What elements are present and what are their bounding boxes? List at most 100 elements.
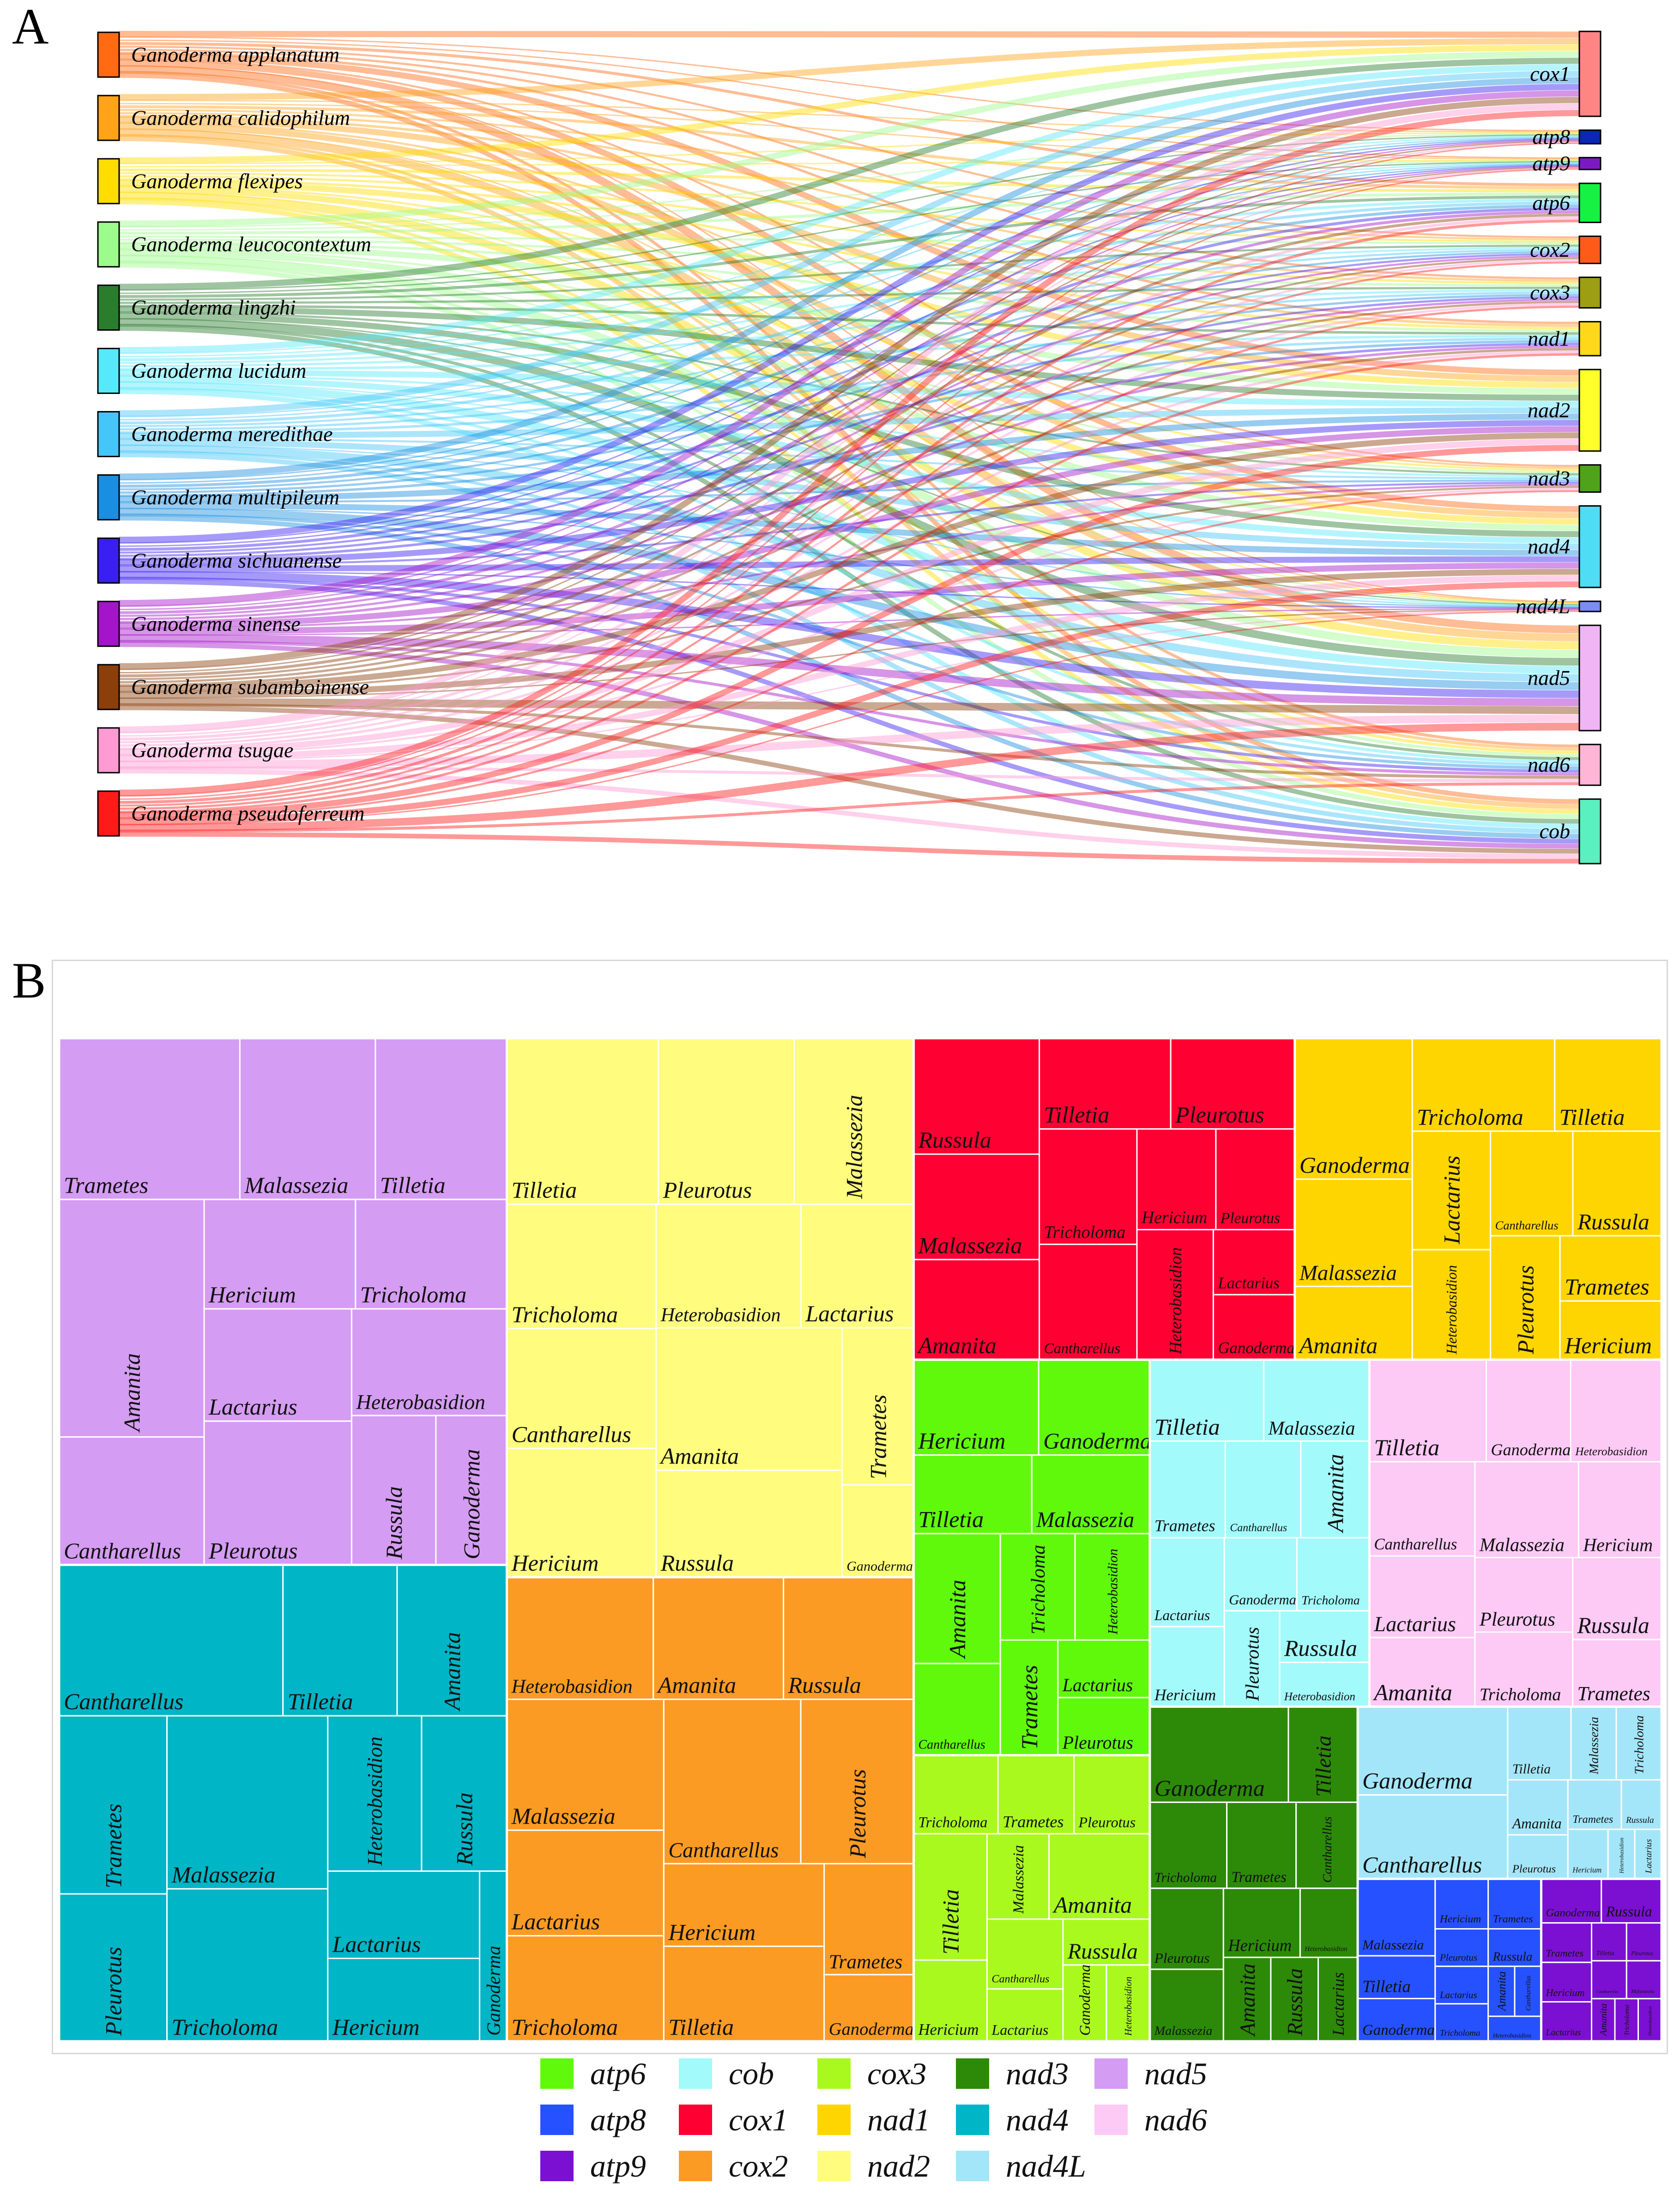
treemap-cell-label: Cantharellus: [1044, 1340, 1120, 1356]
sankey-link: [119, 255, 1580, 658]
treemap-cell: [913, 1754, 999, 1835]
treemap-cell: [663, 1863, 825, 1947]
sankey-link: [119, 166, 1580, 674]
sankey-link: [119, 254, 1580, 605]
sankey-link: [119, 57, 1580, 290]
sankey-link: [119, 112, 1580, 282]
sankey-link: [119, 243, 1580, 395]
sankey-link: [119, 438, 1580, 755]
sankey-link: [119, 375, 1580, 544]
treemap-cell-label: Malassezia: [1010, 1845, 1027, 1914]
treemap-cell: [203, 1308, 352, 1422]
treemap-cell: [1287, 1706, 1359, 1803]
sankey-link: [119, 486, 1580, 693]
sankey-link: [119, 71, 1580, 748]
sankey-link: [119, 71, 1580, 417]
treemap-cell-label: Lactarius: [805, 1301, 894, 1326]
treemap-cell-label: Cantharellus: [1230, 1522, 1287, 1534]
sankey-link: [119, 185, 1580, 472]
treemap-cell-label: Lactarius: [1644, 1839, 1654, 1874]
sankey-link: [119, 110, 1580, 796]
sankey-link: [119, 579, 1580, 844]
treemap-cell: [506, 1829, 665, 1936]
sankey-link: [119, 294, 1580, 494]
legend-label: cox3: [867, 2056, 927, 2091]
species-node: [97, 411, 120, 457]
treemap-cell: [913, 1833, 988, 1961]
sankey-link: [119, 133, 1580, 228]
treemap-cell: [841, 1327, 914, 1486]
treemap-cell: [506, 1576, 654, 1700]
legend-swatch: [956, 2105, 989, 2135]
sankey-link: [119, 244, 1580, 301]
treemap-cell: [1223, 1537, 1298, 1612]
treemap-cell-label: Hericium: [668, 1919, 755, 1945]
sankey-link: [119, 141, 1580, 734]
sankey-link: [119, 235, 1580, 245]
sankey-link: [119, 304, 1580, 335]
treemap-cell-label: Russula: [452, 1792, 477, 1866]
sankey-link: [119, 257, 1580, 680]
treemap-cell-label: Russula: [1577, 1209, 1650, 1234]
sankey-link: [119, 164, 1580, 547]
sankey-link: [119, 452, 1580, 834]
sankey-link: [119, 345, 1580, 624]
species-node: [97, 600, 120, 647]
treemap-cell-label: Tilletia: [1559, 1104, 1625, 1130]
treemap-cell-label: Amanita: [917, 1332, 996, 1358]
gene-node: [1578, 321, 1601, 357]
gene-label: atp9: [1532, 151, 1570, 175]
treemap-cell-label: Heterobasidion: [1648, 2006, 1653, 2036]
gene-label: cox2: [1530, 238, 1570, 261]
sankey-link: [119, 481, 1580, 567]
sankey-link: [119, 167, 1580, 737]
treemap-cell-label: Malassezia: [1268, 1418, 1355, 1440]
treemap-cell-label: Trametes: [1572, 1814, 1613, 1826]
legend-label: nad6: [1144, 2102, 1207, 2137]
gene-label: nad6: [1528, 753, 1570, 776]
treemap-cell: [1270, 1956, 1319, 2042]
sankey-link: [119, 134, 1580, 291]
treemap-cell-label: Hericium: [1141, 1208, 1207, 1228]
treemap-cell-label: Cantharellus: [64, 1688, 183, 1714]
sankey-link: [119, 508, 1580, 608]
treemap-cell: [1223, 1610, 1281, 1707]
treemap-cell-label: Cantharellus: [1320, 1816, 1334, 1883]
treemap-cell: [355, 1198, 508, 1310]
sankey-link: [119, 353, 1580, 813]
treemap-cell-label: Tricholoma: [360, 1282, 467, 1307]
treemap-cell: [1434, 2003, 1489, 2042]
sankey-link: [119, 247, 1580, 364]
treemap-cell-label: Pleurotus: [100, 1947, 126, 2036]
species-node: [97, 284, 120, 331]
treemap-cell-label: Pleurotus: [1078, 1814, 1136, 1831]
treemap-cell: [1222, 1887, 1301, 1958]
sankey-link: [119, 51, 1580, 227]
sankey-link: [119, 77, 1580, 480]
sankey-link: [119, 30, 1580, 38]
treemap-cell-label: Trametes: [865, 1395, 891, 1479]
sankey-link: [119, 705, 1580, 854]
sankey-link: [119, 192, 1580, 650]
treemap-cell: [800, 1204, 914, 1329]
treemap-cell: [1295, 1801, 1359, 1889]
treemap-cell-label: Russula: [1284, 1636, 1357, 1661]
treemap-group-nad3: Ganoderma Tilletia Tricholoma Trametes Canth…: [1148, 1705, 1359, 2043]
treemap-cell: [1620, 1779, 1662, 1830]
treemap-cell: [1591, 1922, 1627, 1962]
legend-item-cox2: cox2: [679, 2148, 788, 2184]
sankey-link: [119, 242, 1580, 333]
species-label: Ganoderma subamboinense: [131, 675, 369, 699]
treemap-cell-label: Tilletia: [1596, 1950, 1614, 1957]
treemap-cell-label: Malassezia: [511, 1803, 616, 1829]
treemap-cell-label: Malassezia: [1631, 1989, 1654, 1994]
sankey-link: [119, 97, 1580, 670]
treemap-cell: [1057, 1639, 1151, 1699]
sankey-link: [119, 60, 1580, 512]
treemap-cell: [479, 1870, 508, 2042]
treemap-cell-label: Malassezia: [1154, 2024, 1213, 2038]
sankey-link: [119, 340, 1580, 497]
sankey-link: [119, 571, 1580, 698]
treemap-cell-label: Cantharellus: [1362, 1851, 1482, 1877]
gene-node: [1578, 600, 1601, 612]
